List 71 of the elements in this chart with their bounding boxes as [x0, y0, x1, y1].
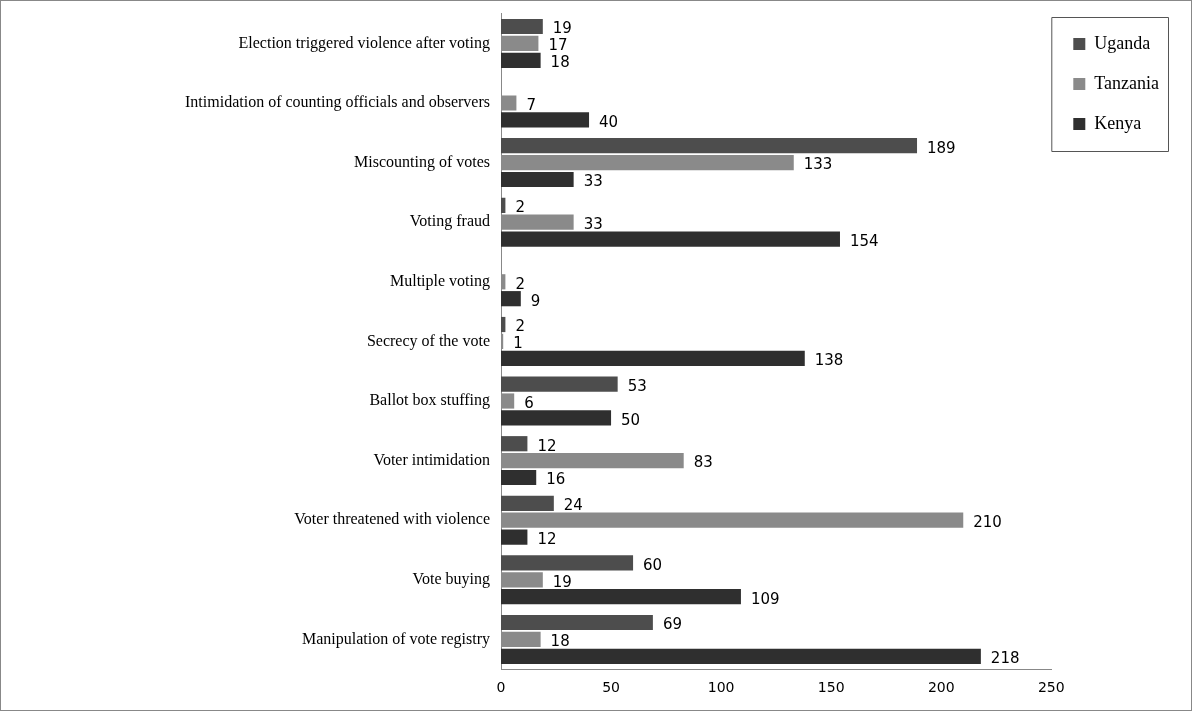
bar — [501, 18, 543, 35]
data-label: 218 — [990, 649, 1020, 668]
data-label: 83 — [693, 453, 713, 472]
data-label: 6 — [524, 393, 534, 412]
bar — [501, 52, 541, 68]
bar — [501, 376, 618, 392]
y-tick-label: Secrecy of the vote — [366, 331, 490, 350]
data-label: 24 — [563, 496, 583, 515]
data-label: 189 — [927, 138, 956, 157]
x-tick-label: 50 — [602, 679, 620, 696]
data-label: 2 — [515, 317, 525, 336]
y-tick-label: Multiple voting — [390, 272, 490, 290]
x-tick-label: 0 — [496, 679, 506, 696]
data-label: 60 — [643, 555, 663, 574]
data-label: 18 — [550, 53, 570, 72]
bar — [501, 469, 537, 486]
y-tick-label: Ballot box stuffing — [369, 391, 490, 410]
data-label: 109 — [750, 589, 780, 608]
data-label: 53 — [627, 377, 647, 395]
data-label: 33 — [583, 172, 603, 191]
y-tick-label: Miscounting of votes — [354, 152, 490, 171]
legend-label: Uganda — [1094, 32, 1151, 53]
y-tick-label: Voter intimidation — [373, 450, 490, 468]
bar — [501, 138, 918, 154]
x-tick-label: 250 — [1037, 679, 1065, 696]
data-label: 69 — [662, 615, 682, 634]
bar — [501, 614, 653, 631]
y-tick-label: Intimidation of counting officials and observers — [185, 93, 490, 112]
data-label: 2 — [515, 274, 525, 293]
data-label: 1 — [513, 334, 523, 353]
y-tick-label: Voter threatened with violence — [294, 510, 490, 528]
bar — [501, 555, 634, 571]
data-label: 18 — [550, 632, 570, 651]
y-tick-label: Voting fraud — [409, 212, 490, 231]
bar — [501, 291, 521, 307]
data-label: 154 — [849, 231, 879, 250]
bar — [501, 112, 590, 128]
bar — [501, 231, 840, 247]
x-tick-label: 200 — [927, 679, 955, 696]
bar — [501, 350, 805, 366]
bar — [501, 529, 528, 545]
data-label: 2 — [515, 198, 525, 217]
legend-label: Kenya — [1094, 112, 1142, 133]
data-label: 210 — [973, 513, 1002, 532]
data-label: 17 — [548, 36, 568, 55]
bar — [501, 436, 528, 452]
data-label: 9 — [530, 291, 541, 310]
data-label: 19 — [552, 572, 572, 591]
y-tick-label: Vote buying — [412, 570, 490, 588]
bar — [501, 495, 554, 511]
data-label: 16 — [546, 470, 566, 489]
bar — [501, 410, 612, 426]
bar — [501, 197, 506, 213]
bar — [501, 316, 506, 333]
bar — [501, 589, 741, 605]
data-label: 50 — [621, 410, 641, 429]
data-label: 12 — [537, 436, 557, 455]
data-label: 12 — [537, 529, 557, 548]
data-label: 19 — [552, 19, 572, 38]
bar — [501, 171, 574, 188]
x-tick-label: 100 — [707, 679, 735, 696]
x-tick-label: 150 — [817, 679, 845, 696]
data-label: 133 — [803, 155, 833, 174]
bar — [501, 648, 981, 664]
data-label: 33 — [583, 215, 603, 234]
data-label: 40 — [599, 112, 619, 131]
data-label: 138 — [814, 351, 844, 370]
data-label: 7 — [526, 95, 536, 114]
y-tick-label: Election triggered violence after voting — [238, 33, 490, 52]
legend-label: Tanzania — [1094, 72, 1160, 93]
y-tick-label: Manipulation of vote registry — [302, 629, 490, 648]
